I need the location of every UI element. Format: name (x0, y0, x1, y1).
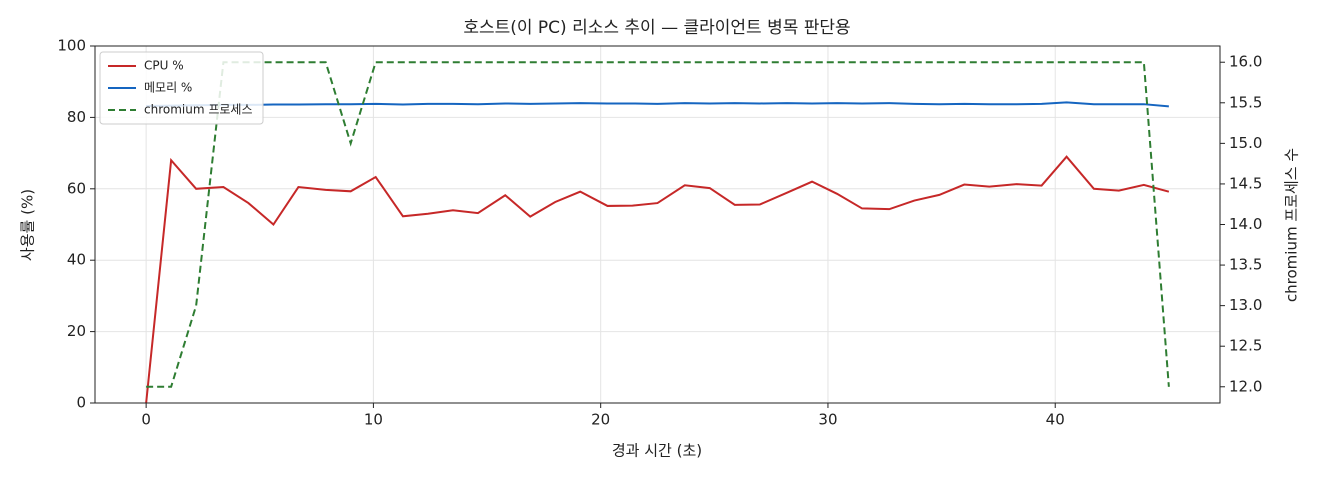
y2-axis-label: chromium 프로세스 수 (1283, 148, 1301, 302)
legend-box (99, 51, 264, 125)
y-axis-label: 사용률 (%) (19, 189, 37, 261)
y-tick-label: 20 (67, 322, 86, 340)
x-tick-label: 10 (364, 411, 383, 429)
legend-label: 메모리 % (144, 81, 192, 95)
x-tick-label: 30 (818, 411, 837, 429)
y2-tick-label: 13.0 (1229, 296, 1262, 314)
legend: CPU % 메모리 % chromium 프로세스 (99, 51, 264, 125)
y-tick-label: 100 (57, 37, 86, 55)
series-line (145, 155, 1170, 404)
y-tick-label: 60 (67, 179, 86, 197)
x-tick-label: 0 (141, 411, 151, 429)
x-tick-label: 20 (591, 411, 610, 429)
y-tick-label: 40 (67, 251, 86, 269)
y2-tick-label: 14.5 (1229, 174, 1262, 192)
plot-frame (94, 45, 1221, 404)
series-line (146, 101, 1169, 108)
y-tick-label: 80 (67, 108, 86, 126)
y2-tick-label: 16.0 (1229, 53, 1262, 71)
y-tick-label: 0 (76, 394, 86, 412)
y2-tick-label: 14.0 (1229, 215, 1262, 233)
chart-title: 호스트(이 PC) 리소스 추이 — 클라이언트 병목 판단용 (463, 18, 850, 38)
y2-tick-label: 12.0 (1229, 377, 1262, 395)
legend-label: chromium 프로세스 (144, 103, 253, 117)
x-tick-label: 40 (1046, 411, 1065, 429)
series-line (146, 61, 1170, 388)
y2-tick-label: 12.5 (1229, 337, 1262, 355)
legend-label: CPU % (144, 59, 184, 73)
x-axis-label: 경과 시간 (초) (612, 442, 702, 460)
y2-tick-label: 15.0 (1229, 134, 1262, 152)
y2-tick-label: 15.5 (1229, 93, 1262, 111)
y2-tick-label: 13.5 (1229, 256, 1262, 274)
